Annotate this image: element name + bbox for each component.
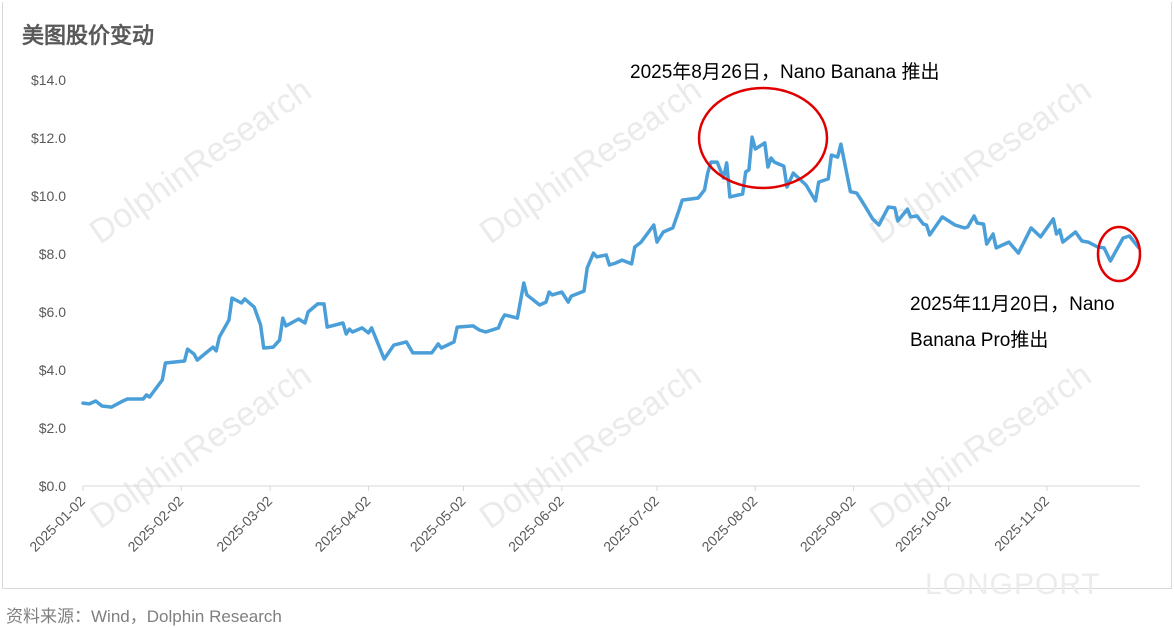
longport-watermark: LONGPORT <box>925 568 1101 601</box>
y-tick-label: $8.0 <box>39 246 66 262</box>
watermark-text: DolphinResearch <box>83 71 318 252</box>
y-tick-label: $10.0 <box>31 188 66 204</box>
annotation-circle-nano-banana <box>697 86 829 190</box>
chart-frame <box>2 2 1172 589</box>
annotation-circle-nano-banana-pro <box>1096 225 1142 283</box>
watermark-text: DolphinResearch <box>863 356 1098 537</box>
y-tick-label: $4.0 <box>39 362 66 378</box>
annotation-nano-banana-pro-line1: 2025年11月20日，Nano <box>910 293 1115 315</box>
x-tick-label: 2025-07-02 <box>600 493 662 555</box>
x-tick-label: 2025-11-02 <box>991 493 1052 554</box>
chart-title: 美图股价变动 <box>22 23 155 48</box>
watermark-text: DolphinResearch <box>473 356 708 537</box>
watermark-text: DolphinResearch <box>83 356 318 537</box>
y-tick-label: $6.0 <box>39 304 66 320</box>
y-tick-label: $14.0 <box>31 72 66 88</box>
series-line <box>81 135 1141 409</box>
annotation-nano-banana: 2025年8月26日，Nano Banana 推出 <box>630 61 939 83</box>
x-tick-label: 2025-05-02 <box>407 493 469 555</box>
annotation-nano-banana-pro-line2: Banana Pro推出 <box>910 329 1048 351</box>
source-footer: 资料来源：Wind，Dolphin Research <box>6 607 282 626</box>
y-tick-label: $2.0 <box>39 420 66 436</box>
x-tick-label: 2025-08-02 <box>698 493 760 555</box>
x-tick-label: 2025-04-02 <box>312 493 374 555</box>
y-axis: $0.0 $2.0 $4.0 $6.0 $8.0 $10.0 $12.0 $14.0 <box>31 72 66 494</box>
x-tick-label: 2025-03-02 <box>213 493 275 555</box>
x-tick-label: 2025-01-02 <box>26 493 88 555</box>
y-tick-label: $12.0 <box>31 130 66 146</box>
y-tick-label: $0.0 <box>39 478 66 494</box>
x-tick-label: 2025-09-02 <box>797 493 859 555</box>
